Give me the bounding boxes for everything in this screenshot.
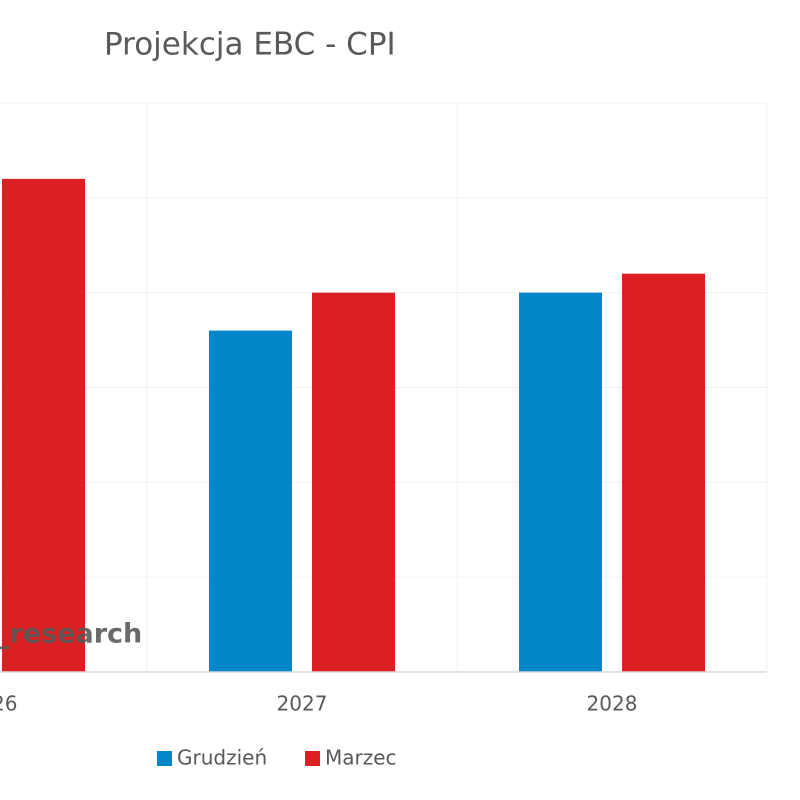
x-tick-label: 2028 — [587, 692, 638, 716]
legend-label: Marzec — [325, 746, 397, 770]
bar — [622, 273, 705, 672]
legend-label: Grudzień — [177, 746, 267, 770]
bar — [2, 178, 85, 672]
chart-title: Projekcja EBC - CPI — [104, 27, 396, 63]
bar — [519, 292, 602, 672]
x-tick-label: 2026 — [0, 692, 17, 716]
bar — [209, 330, 292, 672]
legend-swatch — [157, 751, 172, 766]
x-tick-label: 2027 — [277, 692, 328, 716]
watermark: _research — [0, 619, 142, 650]
bar — [312, 292, 395, 672]
legend-swatch — [305, 751, 320, 766]
